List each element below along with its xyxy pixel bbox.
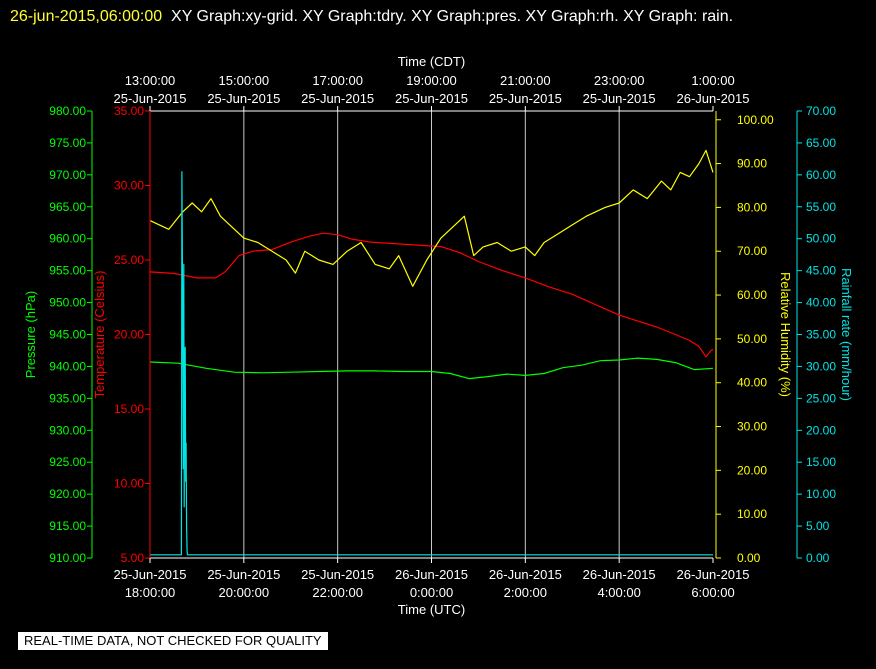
top-time-label: 19:00:00 [406, 73, 457, 88]
temperature-tick-label: 25.00 [114, 253, 144, 267]
rainfall-tick-label: 35.00 [806, 328, 836, 342]
temperature-tick-label: 15.00 [114, 402, 144, 416]
rainfall-tick-label: 60.00 [806, 168, 836, 182]
axis-labels: Pressure (hPa) Temperature (Celsius) Relat… [23, 54, 854, 617]
humidity-tick-label: 70.00 [737, 244, 767, 258]
pressure-tick-label: 915.00 [49, 519, 86, 533]
temperature-axis-title: Temperature (Celsius) [92, 271, 107, 399]
rainfall-tick-label: 50.00 [806, 232, 836, 246]
title-bar: 26-jun-2015,06:00:00 XY Graph:xy-grid. X… [10, 2, 860, 31]
rainfall-axis-title: Rainfall rate (mm/hour) [839, 268, 854, 401]
bottom-time-label: 4:00:00 [597, 585, 640, 600]
pressure-tick-label: 980.00 [49, 104, 86, 118]
bottom-time-label: 2:00:00 [504, 585, 547, 600]
bottom-date-label: 26-Jun-2015 [677, 567, 750, 582]
bottom-time-label: 22:00:00 [312, 585, 363, 600]
top-time-label: 13:00:00 [125, 73, 176, 88]
temperature-tick-label: 5.00 [121, 551, 145, 565]
top-time-label: 1:00:00 [691, 73, 734, 88]
rainfall-tick-label: 15.00 [806, 455, 836, 469]
graph-list: XY Graph:xy-grid. XY Graph:tdry. XY Grap… [171, 8, 734, 25]
plot-frame [91, 110, 798, 559]
humidity-tick-label: 100.00 [737, 113, 774, 127]
bottom-date-label: 25-Jun-2015 [114, 567, 187, 582]
bottom-date-label: 26-Jun-2015 [583, 567, 656, 582]
top-time-label: 17:00:00 [312, 73, 363, 88]
top-time-label: 15:00:00 [219, 73, 270, 88]
top-time-label: 21:00:00 [500, 73, 551, 88]
bottom-time-label: 0:00:00 [410, 585, 453, 600]
humidity-tick-label: 20.00 [737, 463, 767, 477]
pressure-tick-label: 965.00 [49, 200, 86, 214]
pressure-tick-label: 910.00 [49, 551, 86, 565]
humidity-tick-label: 30.00 [737, 420, 767, 434]
quality-notice: REAL-TIME DATA, NOT CHECKED FOR QUALITY [18, 632, 328, 650]
pressure-tick-label: 975.00 [49, 136, 86, 150]
top-date-label: 25-Jun-2015 [395, 91, 468, 106]
humidity-series-line [149, 149, 714, 287]
rainfall-tick-label: 10.00 [806, 487, 836, 501]
humidity-axis-title: Relative Humidity (%) [778, 272, 793, 397]
rainfall-tick-label: 55.00 [806, 200, 836, 214]
rainfall-tick-label: 20.00 [806, 423, 836, 437]
humidity-tick-label: 50.00 [737, 332, 767, 346]
top-date-label: 26-Jun-2015 [677, 91, 750, 106]
rainfall-tick-label: 40.00 [806, 296, 836, 310]
pressure-series-line [149, 357, 714, 380]
humidity-tick-label: 0.00 [737, 551, 761, 565]
data-series [149, 149, 714, 556]
bottom-time-label: 20:00:00 [219, 585, 270, 600]
axis-ticks: 910.00 915.00 920.00 925.00 930.00 935.00 940.… [49, 104, 836, 565]
rainfall-tick-label: 0.00 [806, 551, 830, 565]
bottom-axis-title: Time (UTC) [398, 602, 465, 617]
bottom-time-label: 6:00:00 [691, 585, 734, 600]
temperature-tick-label: 35.00 [114, 104, 144, 118]
bottom-date-label: 25-Jun-2015 [207, 567, 280, 582]
humidity-tick-label: 90.00 [737, 157, 767, 171]
humidity-tick-label: 60.00 [737, 288, 767, 302]
pressure-tick-label: 960.00 [49, 232, 86, 246]
humidity-tick-label: 40.00 [737, 376, 767, 390]
timestamp: 26-jun-2015,06:00:00 [10, 8, 163, 25]
rainfall-tick-label: 70.00 [806, 104, 836, 118]
rainfall-tick-label: 5.00 [806, 519, 830, 533]
top-date-label: 25-Jun-2015 [489, 91, 562, 106]
top-date-label: 25-Jun-2015 [207, 91, 280, 106]
top-date-label: 25-Jun-2015 [301, 91, 374, 106]
pressure-tick-label: 970.00 [49, 168, 86, 182]
pressure-tick-label: 940.00 [49, 359, 86, 373]
top-date-label: 25-Jun-2015 [583, 91, 656, 106]
pressure-tick-label: 930.00 [49, 423, 86, 437]
grid-lines [243, 111, 620, 558]
temperature-tick-label: 30.00 [114, 179, 144, 193]
rainfall-tick-label: 25.00 [806, 391, 836, 405]
pressure-tick-label: 950.00 [49, 296, 86, 310]
pressure-tick-label: 925.00 [49, 455, 86, 469]
humidity-tick-label: 80.00 [737, 200, 767, 214]
rainfall-tick-label: 45.00 [806, 264, 836, 278]
rainfall-tick-label: 65.00 [806, 136, 836, 150]
pressure-tick-label: 935.00 [49, 391, 86, 405]
pressure-tick-label: 945.00 [49, 328, 86, 342]
rainfall-tick-label: 30.00 [806, 359, 836, 373]
bottom-date-label: 26-Jun-2015 [395, 567, 468, 582]
pressure-axis-title: Pressure (hPa) [23, 291, 38, 378]
temperature-tick-label: 10.00 [114, 477, 144, 491]
pressure-tick-label: 920.00 [49, 487, 86, 501]
pressure-tick-label: 955.00 [49, 264, 86, 278]
top-time-label: 23:00:00 [594, 73, 645, 88]
top-axis-title: Time (CDT) [398, 54, 465, 69]
temperature-series-line [149, 232, 714, 358]
bottom-date-label: 26-Jun-2015 [489, 567, 562, 582]
humidity-tick-label: 10.00 [737, 507, 767, 521]
bottom-time-label: 18:00:00 [125, 585, 176, 600]
temperature-tick-label: 20.00 [114, 328, 144, 342]
top-date-label: 25-Jun-2015 [114, 91, 187, 106]
rainfall-series-line [150, 171, 713, 556]
bottom-date-label: 25-Jun-2015 [301, 567, 374, 582]
